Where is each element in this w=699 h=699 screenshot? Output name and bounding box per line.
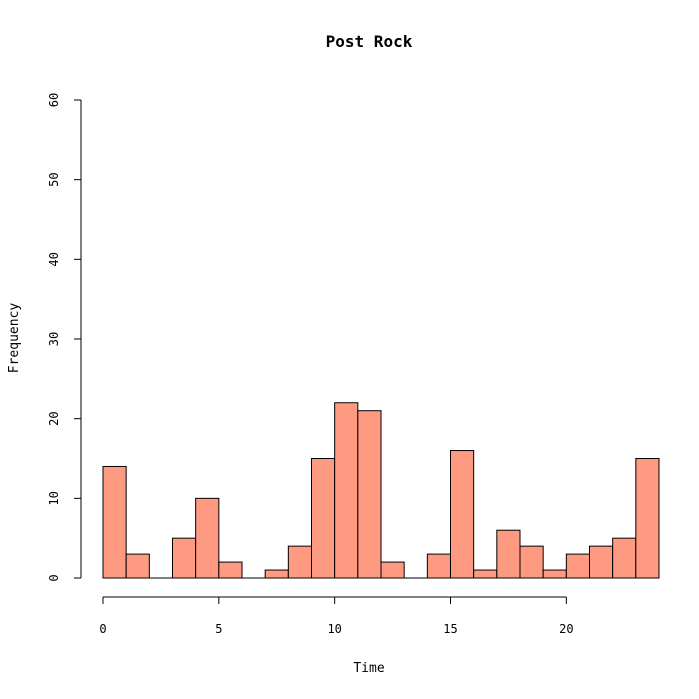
histogram-bar-19 (542, 569, 567, 579)
histogram-bar-15 (450, 450, 475, 579)
histogram-bar-23 (635, 458, 660, 579)
histogram-bar-11 (357, 410, 382, 579)
histogram-bar-3 (172, 537, 197, 579)
histogram-bar-18 (519, 545, 544, 579)
histogram-bar-0 (102, 465, 127, 579)
y-tick-label-50: 50 (47, 172, 61, 186)
histogram-bar-22 (612, 537, 637, 579)
histogram-bar-9 (311, 458, 336, 579)
y-tick-label-10: 10 (47, 491, 61, 505)
y-tick-label-60: 60 (47, 93, 61, 107)
y-tick-label-20: 20 (47, 411, 61, 425)
histogram-bar-17 (496, 529, 521, 579)
x-tick-label-15: 15 (443, 622, 457, 636)
histogram-bars (102, 402, 660, 579)
x-tick-label-20: 20 (559, 622, 573, 636)
y-tick-label-30: 30 (47, 332, 61, 346)
y-tick-label-0: 0 (47, 574, 61, 581)
y-axis: 0 10 20 30 40 50 60 (47, 93, 82, 582)
x-tick-label-0: 0 (99, 622, 106, 636)
histogram-bar-7 (264, 569, 289, 579)
histogram-bar-16 (473, 569, 498, 579)
chart-title: Post Rock (326, 32, 413, 51)
histogram-bar-14 (426, 553, 452, 579)
histogram-bar-21 (589, 545, 614, 579)
y-axis-ticks: 0 10 20 30 40 50 60 (47, 93, 81, 582)
histogram-bar-10 (334, 402, 359, 579)
y-axis-label: Frequency (7, 303, 22, 374)
histogram-bar-4 (195, 497, 220, 579)
x-tick-label-5: 5 (215, 622, 222, 636)
x-axis-label: Time (353, 661, 384, 676)
histogram-bar-20 (565, 553, 590, 579)
x-axis-ticks: 0 5 10 15 20 (99, 597, 574, 636)
histogram-bar-8 (287, 545, 313, 579)
x-tick-label-10: 10 (327, 622, 341, 636)
histogram-bar-12 (380, 561, 405, 579)
y-tick-label-40: 40 (47, 252, 61, 266)
histogram-bar-5 (218, 561, 243, 579)
histogram-bar-1 (125, 553, 150, 579)
x-axis: 0 5 10 15 20 (99, 596, 574, 636)
